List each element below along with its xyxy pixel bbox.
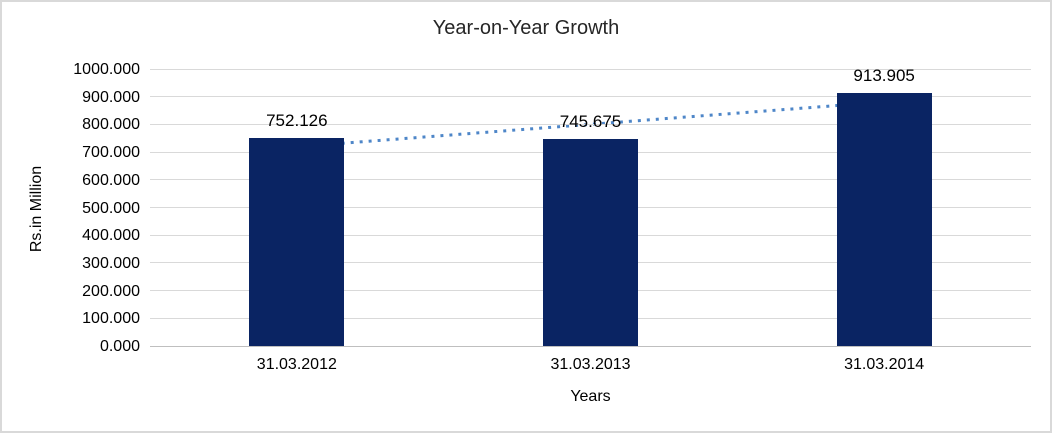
y-tick-label: 400.000	[82, 227, 140, 245]
y-tick-label: 200.000	[82, 282, 140, 300]
bar-31.03.2013	[543, 139, 638, 346]
chart-title: Year-on-Year Growth	[432, 17, 620, 39]
plot-area: 752.126 745.675 913.905	[150, 66, 1031, 347]
y-tick-label: 700.000	[82, 144, 140, 162]
y-tick-label: 300.000	[82, 254, 140, 272]
bar-31.03.2012	[249, 137, 345, 346]
gridline	[150, 123, 1031, 125]
y-tick-label: 1000.000	[73, 61, 140, 78]
y-tick-label: 800.000	[82, 116, 140, 134]
x-tick-label: 31.03.2012	[256, 356, 337, 373]
data-label: 745.675	[559, 112, 622, 132]
y-tick-label: 100.000	[82, 310, 140, 328]
x-tick-label: 31.03.2014	[844, 356, 925, 373]
gridline	[150, 68, 1031, 70]
gridline	[150, 96, 1031, 98]
data-label: 752.126	[266, 110, 328, 130]
y-tick-label: 900.000	[82, 88, 140, 106]
y-tick-label: 0.000	[99, 338, 140, 355]
bar-31.03.2014	[836, 92, 932, 346]
y-axis-ticks: 0.000 100.000 200.000 300.000 400.000 500.000…	[2, 61, 140, 355]
data-label: 913.905	[853, 65, 915, 85]
y-tick-label: 500.000	[82, 199, 140, 217]
x-axis-ticks: 31.03.2012 31.03.2013 31.03.2014	[150, 356, 1031, 378]
y-tick-label: 600.000	[82, 171, 140, 189]
x-axis-title: Years	[570, 388, 611, 405]
x-tick-label: 31.03.2013	[550, 356, 631, 373]
